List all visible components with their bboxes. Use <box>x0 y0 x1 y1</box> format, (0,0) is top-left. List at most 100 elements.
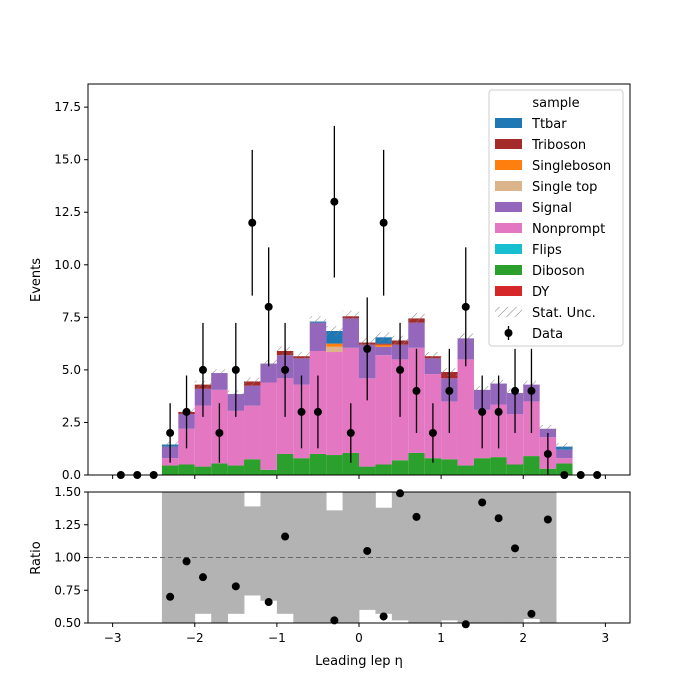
bar-nonprompt <box>457 359 474 466</box>
ratio-unc-band <box>227 492 245 614</box>
stat-unc-band <box>309 316 327 327</box>
x-axis-label: Leading lep η <box>315 654 403 669</box>
stat-unc-band <box>408 312 425 324</box>
main-y-tick-label: 15.0 <box>54 153 81 167</box>
legend-label-dy: DY <box>532 285 549 300</box>
ratio-point <box>182 557 191 566</box>
bar-diboson <box>244 459 261 475</box>
bar-signal <box>408 322 425 348</box>
bar-signal <box>211 373 228 390</box>
legend-swatch-stat-unc <box>495 307 522 317</box>
ratio-x-tick-label: 3 <box>602 631 610 645</box>
main-y-axis-label: Events <box>29 258 44 302</box>
data-point <box>428 428 437 437</box>
legend-label-flips: Flips <box>532 243 562 258</box>
data-point <box>346 428 355 437</box>
ratio-point <box>379 612 388 621</box>
data-point <box>445 386 454 395</box>
ratio-plot: 0.50 0.75 1.00 1.25 1.50 −3 −2 −1 0 1 2 3 Ratio Lea… <box>29 485 631 669</box>
ratio-point <box>527 609 536 618</box>
ratio-unc-band <box>276 492 294 614</box>
ratio-unc-band <box>342 492 360 623</box>
bar-diboson <box>194 466 212 475</box>
bar-diboson <box>473 458 491 475</box>
data-point <box>511 386 520 395</box>
bar-nonprompt <box>506 414 524 465</box>
legend-swatch-singleboson <box>495 160 522 170</box>
ratio-unc-band <box>260 492 278 601</box>
stat-unc-band <box>424 352 442 361</box>
ratio-y-tick-label: 1.25 <box>54 518 81 532</box>
bar-signal <box>375 346 392 356</box>
ratio-x-tick-label: −3 <box>104 631 122 645</box>
bar-nonprompt <box>375 355 392 465</box>
data-point <box>461 302 470 311</box>
legend-swatch-triboson <box>495 139 522 149</box>
ratio-y-tick-label: 1.50 <box>54 485 81 499</box>
data-point <box>264 302 273 311</box>
ratio-y-tick-label: 0.75 <box>54 583 81 597</box>
bar-singleboson <box>375 344 392 347</box>
main-y-tick-label: 17.5 <box>54 100 81 114</box>
ratio-point <box>412 512 421 521</box>
ratio-unc-band <box>391 492 409 621</box>
bar-nonprompt <box>227 410 245 466</box>
ratio-unc-band <box>375 507 393 614</box>
ratio-unc-band <box>441 492 458 621</box>
ratio-unc-band <box>244 506 261 596</box>
ratio-y-tick-label: 0.50 <box>54 616 81 630</box>
data-point <box>363 344 372 353</box>
stat-unc-band <box>211 369 228 377</box>
ratio-x-tick-label: 0 <box>355 631 363 645</box>
ratio-point <box>478 498 487 507</box>
bar-nonprompt <box>326 352 343 456</box>
bar-diboson <box>161 465 179 475</box>
legend-label-data: Data <box>532 327 563 342</box>
ratio-x-tick-label: 2 <box>519 631 527 645</box>
data-point <box>182 407 191 416</box>
bar-singleboson <box>326 343 343 347</box>
stat-unc-band <box>244 377 261 386</box>
bar-signal <box>424 358 442 375</box>
ratio-unc-band <box>293 492 311 623</box>
legend-swatch-ttbar <box>495 118 522 128</box>
bar-diboson <box>523 456 540 475</box>
stat-unc-band <box>375 332 392 343</box>
stat-unc-band <box>556 442 573 451</box>
ratio-point <box>166 592 175 601</box>
legend-swatch-single-top <box>495 181 522 191</box>
data-point <box>198 365 207 374</box>
data-point <box>543 449 552 458</box>
bar-nonprompt <box>359 378 376 467</box>
bar-diboson <box>441 459 458 475</box>
bar-diboson <box>490 457 507 475</box>
main-y-tick-label: 0.0 <box>62 468 81 482</box>
bar-signal <box>244 385 261 406</box>
data-point <box>166 428 175 437</box>
stat-unc-band <box>342 310 359 322</box>
legend-label-ttbar: Ttbar <box>531 117 567 132</box>
legend-data-marker <box>504 329 513 337</box>
bar-diboson <box>506 464 524 475</box>
ratio-unc-band <box>194 492 212 614</box>
bar-diboson <box>556 463 573 475</box>
bar-diboson <box>211 463 228 475</box>
data-point <box>379 218 388 227</box>
data-point <box>494 407 503 416</box>
ratio-point <box>231 582 240 591</box>
legend-label-single-top: Single top <box>532 180 597 195</box>
legend-label-nonprompt: Nonprompt <box>532 222 605 237</box>
bar-diboson <box>326 455 343 475</box>
bar-signal <box>342 318 359 348</box>
bar-diboson <box>178 464 195 475</box>
data-point <box>527 386 536 395</box>
legend-label-signal: Signal <box>532 201 572 216</box>
bar-diboson <box>309 453 327 475</box>
bar-single-top <box>326 346 343 353</box>
legend-swatch-dy <box>495 286 522 296</box>
bar-diboson <box>375 464 392 475</box>
bar-diboson <box>227 465 245 475</box>
legend-label-stat-unc-: Stat. Unc. <box>532 306 596 321</box>
bar-diboson <box>342 452 359 475</box>
legend-label-singleboson: Singleboson <box>532 159 611 174</box>
